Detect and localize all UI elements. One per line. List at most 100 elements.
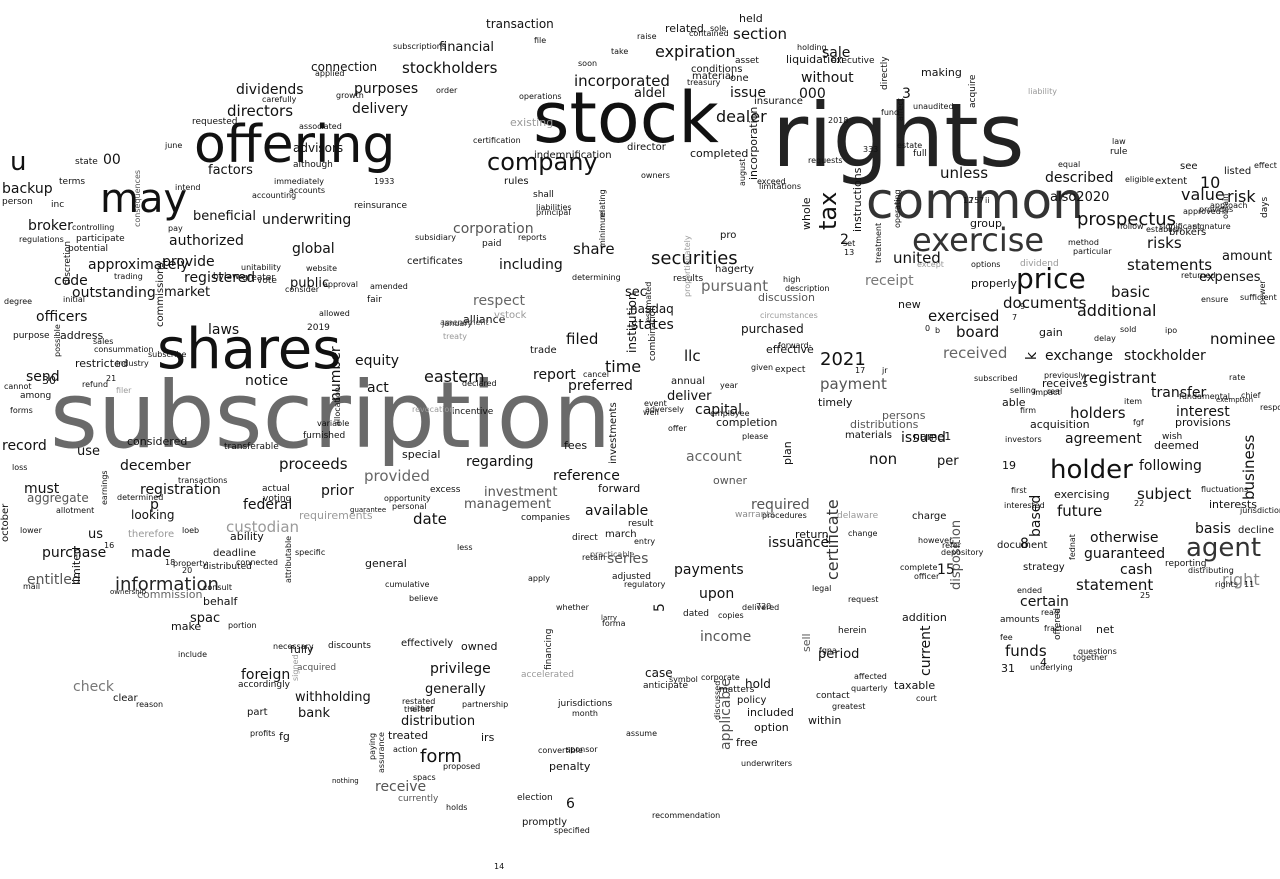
word-purpose: purpose bbox=[13, 331, 50, 341]
word-website: website bbox=[306, 264, 337, 273]
word-operating: operating bbox=[893, 189, 902, 228]
word-distributions: distributions bbox=[850, 418, 919, 431]
word-year: year bbox=[720, 381, 739, 390]
word-offering: offering bbox=[194, 115, 395, 175]
word-accelerated: accelerated bbox=[521, 670, 574, 680]
word-participate: participate bbox=[76, 234, 125, 244]
word-otherwise: otherwise bbox=[1090, 530, 1159, 546]
word-inc: inc bbox=[51, 200, 64, 210]
word-allotment: allotment bbox=[56, 506, 94, 515]
word-name1: name1 bbox=[913, 430, 951, 443]
word-minimum: minimum bbox=[598, 210, 607, 248]
word-stock: stock bbox=[533, 77, 719, 159]
word-person: person bbox=[2, 197, 33, 207]
word-symbol: symbol bbox=[669, 675, 698, 684]
word-although: although bbox=[293, 160, 333, 170]
word-voting: voting bbox=[263, 494, 291, 504]
word-practicable: practicable bbox=[590, 550, 635, 559]
word-applied: applied bbox=[315, 69, 345, 78]
word-rights: rights bbox=[1215, 580, 1238, 589]
word-commissions: commissions bbox=[155, 262, 166, 327]
word-adjusted: adjusted bbox=[612, 572, 651, 582]
word-cannot: cannot bbox=[4, 382, 31, 391]
word-securities: securities bbox=[651, 248, 738, 269]
word-expect: expect bbox=[775, 365, 806, 375]
word-adversely: adversely bbox=[645, 405, 684, 414]
word-take: take bbox=[611, 47, 628, 56]
word-subscribe: subscribe bbox=[148, 350, 186, 359]
word-deadline: deadline bbox=[213, 548, 256, 559]
word-included: included bbox=[747, 706, 794, 719]
word-p: p bbox=[150, 497, 159, 513]
word-underwriting: underwriting bbox=[262, 212, 351, 228]
word-principal: principal bbox=[536, 208, 570, 217]
word-materials: materials bbox=[845, 430, 892, 441]
word-registration: registration bbox=[140, 482, 221, 498]
word-refund: refund bbox=[82, 380, 108, 389]
word-order: order bbox=[436, 86, 458, 95]
word-obtain: obtain bbox=[1221, 194, 1230, 219]
word-previously: previously bbox=[1044, 371, 1085, 380]
word-state: state bbox=[75, 157, 98, 167]
word-fluctuations: fluctuations bbox=[1201, 485, 1248, 494]
word-whole: whole bbox=[800, 197, 813, 230]
word-fednat: fednat bbox=[1068, 534, 1077, 560]
word-determining: determining bbox=[572, 273, 621, 282]
word-u: u bbox=[10, 147, 26, 177]
word-reference: reference bbox=[553, 468, 620, 484]
word-item: item bbox=[1124, 397, 1142, 406]
word-sec: sec bbox=[625, 285, 647, 300]
word-proportionately: proportionately bbox=[683, 235, 692, 297]
word-holds: holds bbox=[446, 803, 467, 812]
word-results: results bbox=[673, 274, 703, 284]
word-apply: apply bbox=[528, 574, 550, 583]
word-strategy: strategy bbox=[1023, 562, 1065, 573]
word-13: 13 bbox=[844, 248, 854, 257]
word-treatment: treatment bbox=[874, 223, 883, 263]
word-particular: particular bbox=[1073, 247, 1112, 256]
word-effectively: effectively bbox=[401, 638, 453, 649]
word-well: well bbox=[643, 408, 659, 417]
word-liquidation: liquidation bbox=[786, 53, 844, 66]
word-10: 10 bbox=[1200, 173, 1220, 192]
word-free: free bbox=[736, 736, 758, 749]
word-fundamental: fundamental bbox=[1179, 392, 1230, 401]
word-price: price bbox=[1016, 262, 1086, 295]
word-offer: offer bbox=[668, 424, 687, 433]
word-discussion: discussion bbox=[758, 291, 815, 304]
word-wish: wish bbox=[1162, 432, 1182, 442]
word-distribution: distribution bbox=[401, 714, 475, 729]
word-excess: excess bbox=[430, 485, 461, 495]
word-aldel: aldel bbox=[634, 86, 665, 101]
word-accordingly: accordingly bbox=[238, 680, 291, 690]
word-receive: receive bbox=[375, 779, 426, 795]
word-outstanding: outstanding bbox=[72, 285, 156, 301]
word-complete: complete bbox=[900, 563, 937, 572]
word-brokers: brokers bbox=[1169, 227, 1206, 238]
word-charge: charge bbox=[912, 511, 946, 522]
word-quarterly: quarterly bbox=[851, 684, 888, 693]
word-board: board bbox=[956, 323, 999, 341]
word-9: 9 bbox=[1020, 302, 1025, 311]
word-connected: connected bbox=[236, 558, 278, 567]
word-authorized: authorized bbox=[169, 233, 244, 249]
word-restricted: restricted bbox=[75, 357, 128, 370]
word-promptly: promptly bbox=[522, 817, 567, 828]
word-declared: declared bbox=[462, 379, 497, 388]
word-executive: executive bbox=[831, 56, 875, 66]
word-made: made bbox=[131, 545, 171, 561]
word-payment: payment bbox=[820, 375, 887, 393]
word-change: change bbox=[848, 529, 878, 538]
word-gain: gain bbox=[1039, 326, 1063, 339]
word-regulatory: regulatory bbox=[624, 580, 666, 589]
word-intend: intend bbox=[175, 183, 201, 192]
word-discussed: discussed bbox=[713, 681, 722, 720]
word-june: june bbox=[164, 141, 182, 150]
word-law: law bbox=[1112, 137, 1126, 146]
word-trade: trade bbox=[530, 345, 557, 356]
word-entitled: entitled bbox=[27, 572, 81, 588]
word-31: 31 bbox=[1001, 662, 1015, 675]
word-proposed: proposed bbox=[443, 762, 480, 771]
word-decline: decline bbox=[1238, 525, 1274, 536]
